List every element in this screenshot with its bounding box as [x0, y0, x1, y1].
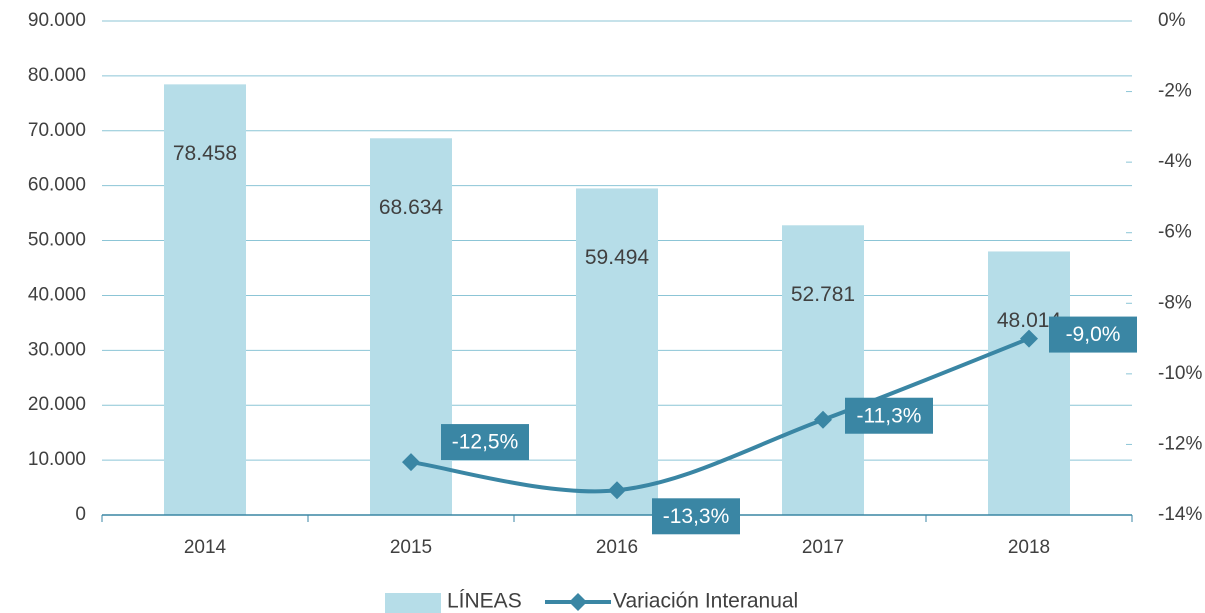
- y-tick-label: 40.000: [28, 284, 86, 305]
- y2-tick-label: 0%: [1158, 10, 1186, 31]
- bar-value-label: 68.634: [379, 196, 444, 219]
- y2-tick-label: -12%: [1158, 433, 1202, 454]
- line-value-label: -13,3%: [663, 505, 730, 528]
- bar: [782, 225, 864, 515]
- y2-tick-label: -10%: [1158, 363, 1202, 384]
- x-tick-label: 2016: [596, 537, 638, 558]
- x-tick-label: 2015: [390, 537, 432, 558]
- legend-label: LÍNEAS: [447, 590, 522, 613]
- line-label-box: [441, 424, 529, 461]
- bar-value-label: 59.494: [585, 246, 650, 269]
- bar-value-label: 78.458: [173, 142, 237, 165]
- y-tick-label: 60.000: [28, 175, 86, 196]
- bar-value-label: 48.014: [997, 309, 1062, 332]
- bar-value-label: 52.781: [791, 283, 855, 306]
- line-value-label: -11,3%: [857, 404, 922, 427]
- bar: [370, 138, 452, 515]
- y-tick-label: 0: [75, 504, 86, 525]
- line-value-label: -12,5%: [452, 431, 519, 454]
- y-tick-label: 20.000: [28, 394, 86, 415]
- line-label-box: [1049, 316, 1137, 353]
- line-marker: [1020, 329, 1038, 348]
- y-tick-label: 50.000: [28, 230, 86, 251]
- y2-tick-label: -6%: [1158, 222, 1192, 243]
- line: [410, 336, 1030, 494]
- x-tick-label: 2018: [1008, 537, 1050, 558]
- x-tick-label: 2014: [184, 537, 227, 558]
- legend-marker: [569, 593, 587, 611]
- bar: [988, 251, 1070, 515]
- line-marker: [814, 410, 832, 429]
- y-tick-label: 90.000: [28, 10, 86, 31]
- y2-tick-label: -4%: [1158, 151, 1192, 172]
- y-tick-label: 10.000: [28, 449, 86, 470]
- y2-tick-label: -8%: [1158, 292, 1192, 313]
- line-label-box: [652, 498, 740, 535]
- bar: [164, 84, 246, 515]
- line-label-box: [845, 397, 933, 434]
- y-tick-label: 80.000: [28, 65, 86, 86]
- y2-tick-label: -2%: [1158, 81, 1192, 102]
- line-marker: [608, 481, 626, 500]
- line-value-label: -9,0%: [1066, 323, 1121, 346]
- y-tick-label: 70.000: [28, 120, 86, 141]
- line-marker: [402, 453, 420, 472]
- x-tick-label: 2017: [802, 537, 844, 558]
- legend-swatch: [385, 593, 441, 613]
- y-tick-label: 30.000: [28, 339, 86, 360]
- legend-label: Variación Interanual: [613, 590, 798, 613]
- y2-tick-label: -14%: [1158, 504, 1202, 525]
- bar: [576, 188, 658, 516]
